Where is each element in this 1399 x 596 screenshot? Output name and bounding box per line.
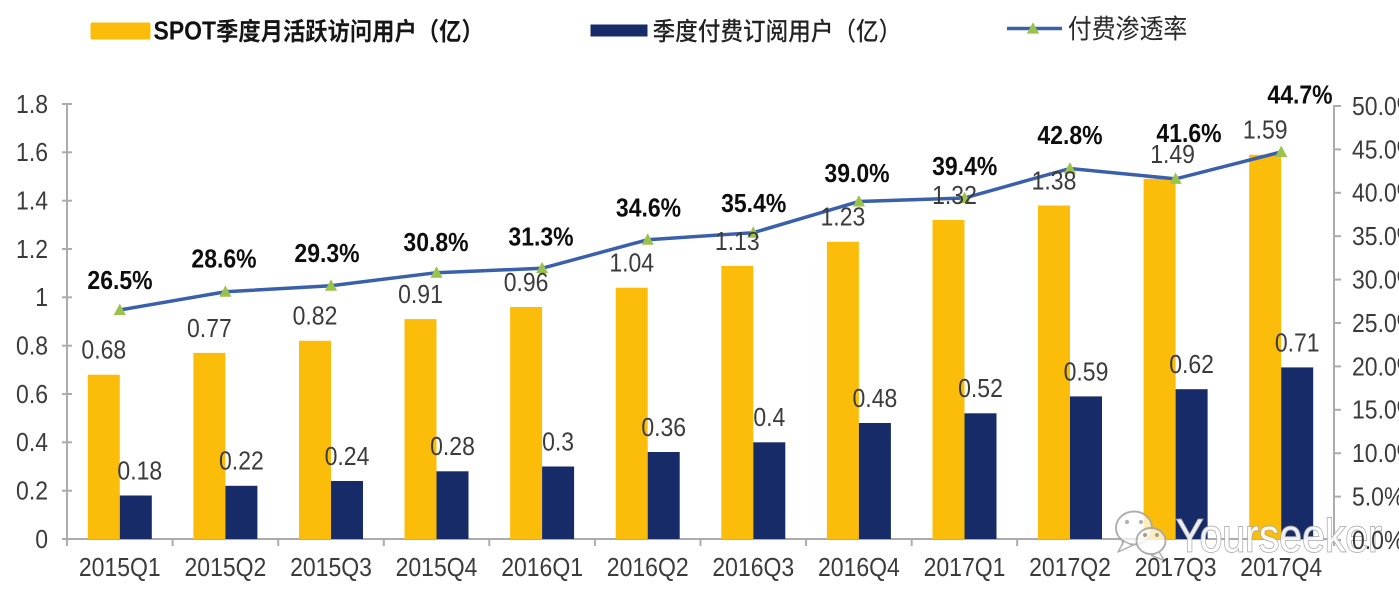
svg-text:29.3%: 29.3% [294, 240, 359, 269]
svg-text:1.59: 1.59 [1243, 116, 1288, 145]
svg-text:0.82: 0.82 [293, 302, 338, 331]
svg-text:Yourseeker: Yourseeker [1176, 510, 1382, 562]
svg-text:0.3: 0.3 [542, 428, 574, 457]
svg-text:41.6%: 41.6% [1156, 120, 1221, 149]
svg-text:2016Q2: 2016Q2 [607, 554, 689, 583]
svg-text:0.18: 0.18 [117, 457, 162, 486]
svg-text:1.04: 1.04 [609, 249, 654, 278]
svg-text:1.38: 1.38 [1032, 167, 1077, 196]
svg-text:0.71: 0.71 [1275, 329, 1320, 358]
svg-text:39.0%: 39.0% [824, 160, 889, 189]
svg-text:0.0%: 0.0% [1352, 527, 1399, 556]
svg-text:2016Q1: 2016Q1 [501, 554, 583, 583]
svg-text:SPOT: SPOT [154, 17, 217, 46]
svg-text:2015Q1: 2015Q1 [79, 554, 161, 583]
svg-text:44.7%: 44.7% [1267, 81, 1332, 110]
svg-text:35.4%: 35.4% [721, 190, 786, 219]
svg-text:2017Q2: 2017Q2 [1029, 554, 1111, 583]
svg-text:1.8: 1.8 [16, 91, 48, 120]
svg-text:0: 0 [35, 526, 48, 555]
svg-text:2015Q3: 2015Q3 [290, 554, 372, 583]
svg-text:50.0%: 50.0% [1352, 93, 1399, 122]
svg-text:2017Q1: 2017Q1 [924, 554, 1006, 583]
svg-text:0.24: 0.24 [325, 443, 370, 472]
svg-text:1.2: 1.2 [16, 236, 48, 265]
svg-text:0.91: 0.91 [398, 281, 443, 310]
svg-text:0.8: 0.8 [16, 332, 48, 361]
svg-text:0.48: 0.48 [853, 385, 898, 414]
svg-text:0.22: 0.22 [219, 447, 264, 476]
svg-text:2017Q3: 2017Q3 [1135, 554, 1217, 583]
svg-text:0.68: 0.68 [81, 336, 126, 365]
svg-text:0.52: 0.52 [958, 375, 1003, 404]
svg-text:40.0%: 40.0% [1352, 179, 1399, 208]
svg-text:0.62: 0.62 [1169, 351, 1214, 380]
svg-text:42.8%: 42.8% [1037, 122, 1102, 151]
svg-text:30.0%: 30.0% [1352, 266, 1399, 295]
svg-text:0.4: 0.4 [753, 404, 785, 433]
svg-text:1.13: 1.13 [715, 228, 760, 257]
svg-text:2016Q4: 2016Q4 [818, 554, 900, 583]
svg-text:0.4: 0.4 [16, 429, 48, 458]
svg-text:0.28: 0.28 [430, 433, 475, 462]
svg-text:1.6: 1.6 [16, 139, 48, 168]
svg-text:10.0%: 10.0% [1352, 440, 1399, 469]
svg-text:1.32: 1.32 [932, 182, 977, 211]
svg-text:45.0%: 45.0% [1352, 136, 1399, 165]
svg-text:0.77: 0.77 [187, 315, 232, 344]
svg-text:35.0%: 35.0% [1352, 223, 1399, 252]
svg-text:0.96: 0.96 [504, 269, 549, 298]
svg-text:25.0%: 25.0% [1352, 310, 1399, 339]
svg-text:31.3%: 31.3% [508, 223, 573, 252]
svg-text:2016Q3: 2016Q3 [712, 554, 794, 583]
svg-text:0.2: 0.2 [16, 477, 48, 506]
svg-text:20.0%: 20.0% [1352, 353, 1399, 382]
svg-text:2015Q4: 2015Q4 [396, 554, 478, 583]
svg-text:1.23: 1.23 [821, 203, 866, 232]
svg-text:1.49: 1.49 [1150, 141, 1195, 170]
svg-text:2017Q4: 2017Q4 [1240, 554, 1322, 583]
svg-text:2015Q2: 2015Q2 [184, 554, 266, 583]
svg-text:39.4%: 39.4% [932, 153, 997, 182]
svg-text:1.4: 1.4 [16, 187, 48, 216]
svg-text:0.36: 0.36 [641, 414, 686, 443]
svg-text:28.6%: 28.6% [191, 245, 256, 274]
svg-text:15.0%: 15.0% [1352, 396, 1399, 425]
svg-text:30.8%: 30.8% [403, 229, 468, 258]
svg-text:1: 1 [35, 284, 48, 313]
svg-text:0.6: 0.6 [16, 381, 48, 410]
svg-text:34.6%: 34.6% [616, 194, 681, 223]
svg-text:5.0%: 5.0% [1352, 483, 1399, 512]
svg-text:0.59: 0.59 [1064, 358, 1109, 387]
svg-text:26.5%: 26.5% [87, 267, 152, 296]
